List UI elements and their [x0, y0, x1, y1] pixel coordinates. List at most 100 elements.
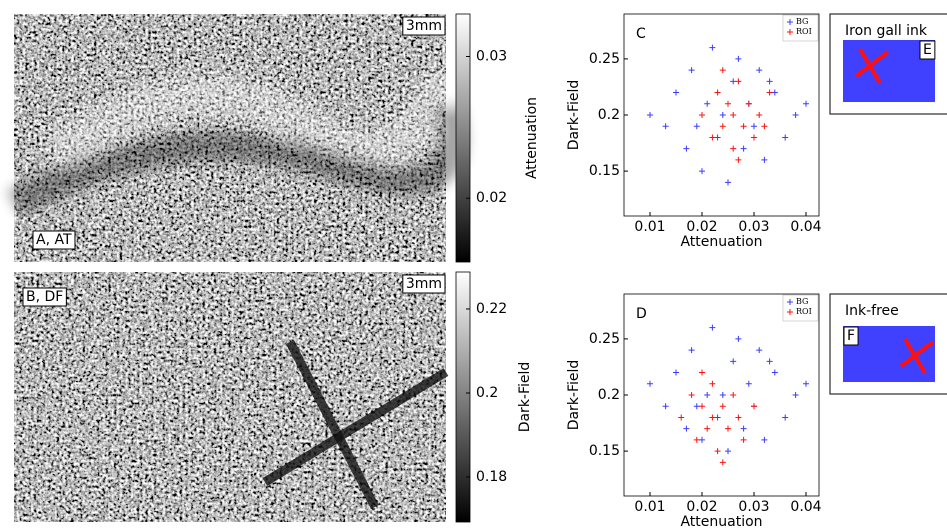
panel-label: C [636, 26, 646, 42]
legend-marker [787, 29, 793, 35]
point [673, 369, 679, 376]
colorbar-label: Dark-Field [517, 362, 533, 433]
point [709, 324, 716, 331]
point [766, 358, 773, 365]
point [719, 392, 726, 398]
point [735, 414, 742, 421]
point [730, 145, 737, 152]
point [730, 78, 737, 85]
scale-label-box [402, 274, 446, 294]
panel-label-box [22, 287, 67, 307]
point [740, 425, 747, 432]
x-tick-label: 0.01 [634, 219, 665, 235]
point [751, 134, 757, 141]
inset-label-box [843, 326, 859, 346]
y-axis-label: Dark-Field [566, 360, 582, 431]
scale-label-box [402, 16, 446, 36]
point [693, 123, 700, 130]
point [756, 112, 763, 118]
point [647, 380, 653, 387]
point [735, 335, 742, 342]
legend-label: BG [796, 297, 808, 306]
inset-title: Iron gall ink [845, 23, 928, 39]
colorbar [455, 13, 471, 263]
point [756, 347, 763, 354]
legend-label: ROI [796, 307, 812, 316]
point [647, 112, 653, 118]
point [761, 156, 768, 163]
point [740, 123, 747, 130]
inset-label: F [847, 328, 855, 344]
x-tick-label: 0.03 [738, 499, 769, 515]
ink-cross [262, 339, 449, 510]
x-tick-label: 0.04 [790, 499, 821, 515]
colorbar-tick-label: 0.2 [476, 385, 498, 401]
point [792, 112, 799, 118]
point [678, 414, 685, 421]
point [662, 403, 669, 410]
point [792, 392, 799, 398]
image-structure [6, 66, 468, 218]
point [735, 78, 742, 85]
point [782, 414, 789, 421]
point [714, 448, 721, 455]
y-tick-label: 0.15 [589, 163, 620, 179]
point [766, 78, 773, 85]
y-tick-label: 0.15 [589, 443, 620, 459]
point [662, 123, 669, 130]
panel-label: B, DF [26, 289, 63, 305]
x-tick-label: 0.01 [634, 499, 665, 515]
point [740, 145, 747, 152]
point [699, 436, 705, 443]
point [688, 392, 695, 398]
point [719, 459, 726, 466]
point [803, 100, 809, 107]
point [693, 436, 700, 443]
point [719, 67, 726, 74]
colorbar-tick-label: 0.02 [476, 190, 507, 206]
point [740, 436, 747, 443]
colorbar-tick-label: 0.18 [476, 469, 507, 485]
point [730, 112, 737, 118]
point [751, 403, 757, 410]
point [751, 123, 757, 130]
inset-label-box [919, 40, 936, 60]
inset-label: E [923, 42, 932, 58]
point [683, 145, 690, 152]
point [761, 123, 768, 130]
y-tick-label: 0.25 [589, 51, 620, 67]
point [709, 414, 716, 421]
point [725, 179, 731, 186]
scale-label: 3mm [406, 276, 442, 292]
point [745, 380, 752, 387]
point [719, 112, 726, 118]
point [725, 448, 731, 455]
point [673, 89, 679, 96]
point [709, 134, 716, 141]
point [714, 89, 721, 96]
point [704, 425, 711, 432]
legend-box [782, 294, 819, 322]
point [771, 369, 778, 376]
cross-line [285, 339, 380, 510]
x-tick-label: 0.03 [738, 219, 769, 235]
point [745, 100, 752, 107]
colorbar-tick-label: 0.22 [476, 301, 507, 317]
point [709, 44, 716, 51]
point [782, 134, 789, 141]
point [714, 134, 721, 141]
point [709, 380, 716, 387]
legend-marker [787, 309, 793, 315]
legend-box [782, 14, 819, 42]
point [688, 67, 695, 74]
legend-marker [787, 299, 793, 305]
point [683, 425, 690, 432]
point [704, 100, 711, 107]
point [761, 436, 768, 443]
panel-label: A, AT [36, 232, 72, 248]
y-axis-label: Dark-Field [566, 80, 582, 151]
panel-label-box [32, 230, 76, 250]
ink-cross [899, 337, 935, 375]
y-tick-label: 0.25 [589, 331, 620, 347]
